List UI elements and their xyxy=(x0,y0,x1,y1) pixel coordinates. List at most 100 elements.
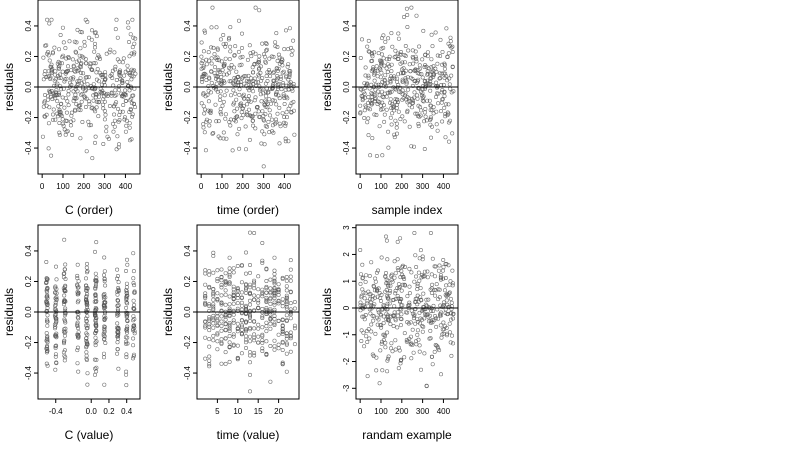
data-point xyxy=(61,302,66,307)
data-point xyxy=(74,102,79,107)
data-point xyxy=(219,59,224,64)
data-point xyxy=(87,102,92,107)
data-point xyxy=(113,67,118,72)
x-tick-label: 0 xyxy=(199,182,204,191)
data-point xyxy=(215,297,220,302)
data-point xyxy=(239,116,244,121)
data-point xyxy=(215,332,220,337)
data-point xyxy=(377,58,382,63)
data-point xyxy=(385,80,390,85)
data-point xyxy=(440,327,445,332)
data-point xyxy=(284,302,289,307)
data-point xyxy=(239,324,244,329)
data-point xyxy=(372,112,377,117)
data-point xyxy=(442,61,447,66)
data-point xyxy=(438,372,443,377)
panel-4: -0.4 0.0 0.2 0.4-0.4-0.20.00.20.4C (value)r… xyxy=(2,224,141,442)
data-point xyxy=(442,66,447,71)
data-point xyxy=(84,149,89,154)
data-point xyxy=(212,71,217,76)
data-point xyxy=(276,66,281,71)
data-point xyxy=(102,109,107,114)
data-point xyxy=(229,79,234,84)
x-tick-label: 5 xyxy=(215,407,220,416)
data-point xyxy=(82,43,87,48)
data-point xyxy=(422,79,427,84)
data-point xyxy=(118,77,123,82)
data-point xyxy=(85,371,90,376)
data-point xyxy=(429,65,434,70)
data-point xyxy=(385,358,390,363)
data-point xyxy=(79,99,84,104)
data-point xyxy=(102,306,107,311)
data-point xyxy=(271,82,276,87)
data-point xyxy=(260,315,265,320)
data-point xyxy=(421,94,426,99)
data-point xyxy=(443,275,448,280)
data-point xyxy=(248,76,253,81)
data-point xyxy=(93,305,98,310)
data-point xyxy=(260,306,265,311)
data-point xyxy=(244,286,249,291)
data-point xyxy=(385,70,390,75)
data-point xyxy=(44,345,49,350)
data-point xyxy=(115,351,120,356)
data-point xyxy=(45,97,50,102)
data-point xyxy=(78,108,83,113)
data-point xyxy=(41,77,46,82)
data-point xyxy=(94,299,99,304)
data-point xyxy=(204,117,209,122)
data-point xyxy=(227,302,232,307)
data-point xyxy=(435,128,440,133)
data-point xyxy=(62,237,67,242)
data-point xyxy=(386,295,391,300)
data-point xyxy=(238,102,243,107)
data-point xyxy=(131,336,136,341)
data-point xyxy=(227,340,232,345)
data-point xyxy=(420,57,425,62)
data-point xyxy=(270,123,275,128)
data-point xyxy=(264,94,269,99)
data-point xyxy=(361,290,366,295)
data-point xyxy=(122,117,127,122)
data-point xyxy=(252,332,257,337)
data-point xyxy=(211,333,216,338)
data-point xyxy=(223,314,228,319)
data-point xyxy=(231,270,236,275)
data-point xyxy=(202,28,207,33)
x-tick-label: 100 xyxy=(374,182,388,191)
data-point xyxy=(274,77,279,82)
data-point xyxy=(413,67,418,72)
data-point xyxy=(422,269,427,274)
data-point xyxy=(85,19,90,24)
data-point xyxy=(131,52,136,57)
data-point xyxy=(417,44,422,49)
data-point xyxy=(131,343,136,348)
data-point xyxy=(248,298,253,303)
data-point xyxy=(214,119,219,124)
x-axis-label: sample index xyxy=(372,203,443,217)
data-point xyxy=(253,51,258,56)
data-point xyxy=(132,41,137,46)
data-point xyxy=(284,313,289,318)
data-point xyxy=(60,117,65,122)
data-point xyxy=(259,78,264,83)
data-point xyxy=(45,319,50,324)
data-point xyxy=(394,106,399,111)
data-point xyxy=(228,117,233,122)
data-point xyxy=(422,316,427,321)
data-point xyxy=(276,342,281,347)
data-point xyxy=(420,254,425,259)
data-point xyxy=(74,50,79,55)
data-point xyxy=(437,76,442,81)
data-point xyxy=(219,314,224,319)
data-point xyxy=(260,76,265,81)
data-point xyxy=(223,56,228,61)
data-point xyxy=(401,96,406,101)
data-point xyxy=(273,40,278,45)
data-point xyxy=(70,57,75,62)
data-point xyxy=(276,282,281,287)
data-point xyxy=(80,120,85,125)
data-point xyxy=(221,79,226,84)
data-point xyxy=(218,37,223,42)
